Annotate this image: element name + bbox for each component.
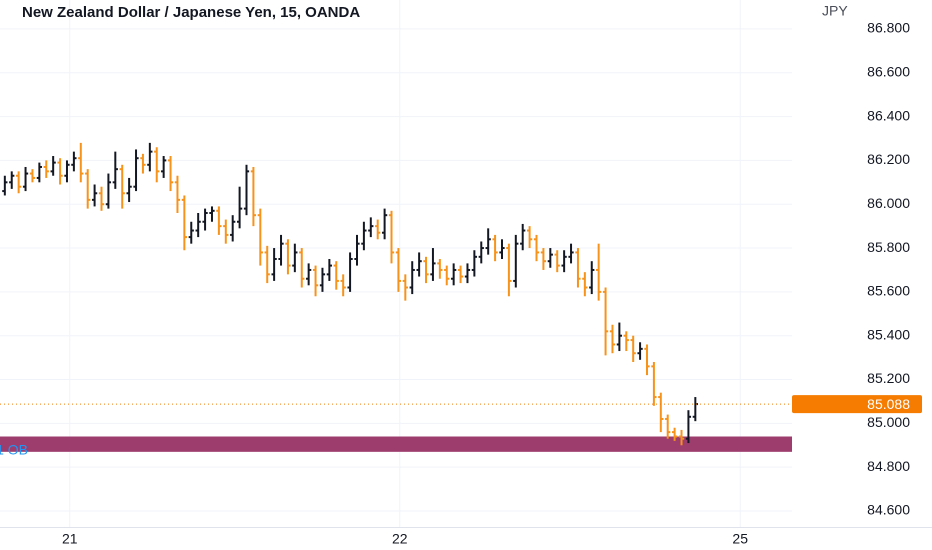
unit-label: JPY [822, 3, 848, 19]
order-block-zone [0, 436, 792, 452]
overlay: 85.088 [0, 395, 922, 414]
current-price-badge [792, 395, 922, 414]
y-tick-label: 86.000 [867, 195, 910, 211]
y-tick-label: 85.600 [867, 283, 910, 299]
zone-label: H1 OB [0, 442, 28, 458]
y-tick-label: 86.200 [867, 151, 910, 167]
bars [2, 142, 698, 446]
y-tick-label: 85.800 [867, 239, 910, 255]
x-tick-label: 21 [62, 531, 78, 547]
y-tick-label: 86.800 [867, 20, 910, 36]
y-tick-label: 85.200 [867, 370, 910, 386]
y-tick-label: 84.600 [867, 502, 910, 518]
zone-layer: H1 OB [0, 436, 792, 458]
y-tick-label: 86.600 [867, 63, 910, 79]
current-price-label: 85.088 [867, 396, 910, 412]
y-tick-label: 85.000 [867, 414, 910, 430]
chart-title: New Zealand Dollar / Japanese Yen, 15, O… [22, 4, 360, 21]
y-tick-label: 84.800 [867, 458, 910, 474]
y-tick-label: 85.400 [867, 326, 910, 342]
y-tick-label: 86.400 [867, 107, 910, 123]
x-tick-label: 22 [392, 531, 408, 547]
x-tick-label: 25 [732, 531, 748, 547]
